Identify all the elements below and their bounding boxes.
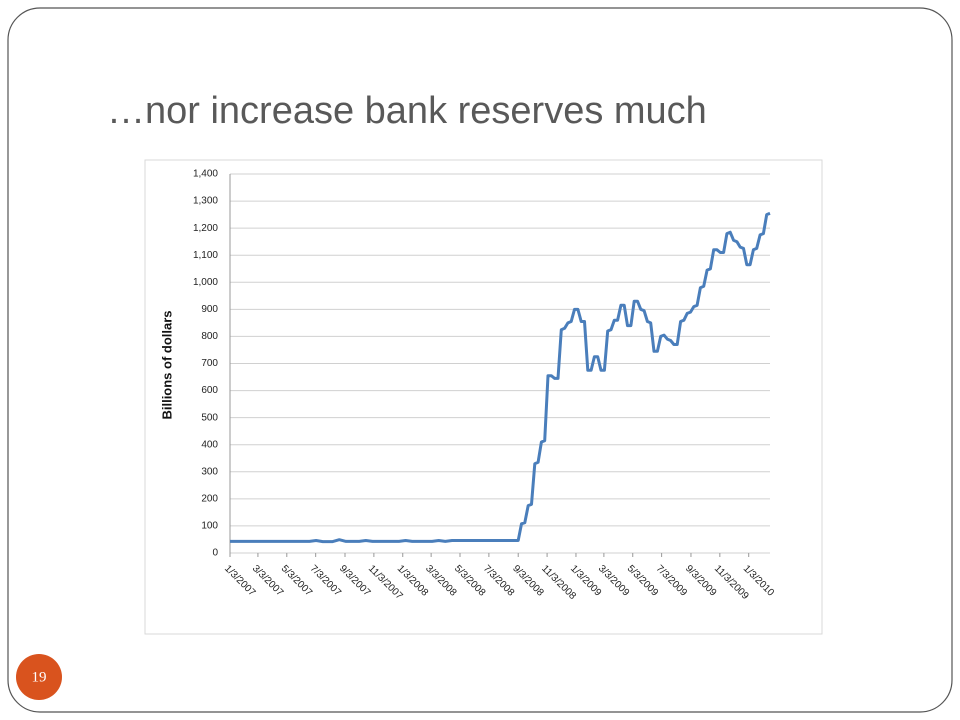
- y-tick-label: 1,400: [193, 169, 218, 180]
- y-tick-label: 800: [201, 331, 218, 342]
- y-tick-label: 200: [201, 493, 218, 504]
- y-tick-label: 0: [212, 548, 218, 559]
- data-line: [230, 211, 771, 544]
- y-tick-label: 1,300: [193, 196, 218, 207]
- slide-title: …nor increase bank reserves much: [107, 90, 707, 132]
- slide-number-badge: [16, 654, 62, 700]
- y-tick-label: 400: [201, 439, 218, 450]
- y-tick-label: 100: [201, 521, 218, 532]
- y-tick-label: 500: [201, 412, 218, 423]
- slide-number: 19: [32, 669, 47, 685]
- y-tick-label: 1,000: [193, 277, 218, 288]
- y-tick-label: 1,200: [193, 223, 218, 234]
- y-tick-label: 1,100: [193, 250, 218, 261]
- y-tick-label: 900: [201, 304, 218, 315]
- y-tick-label: 600: [201, 385, 218, 396]
- y-tick-label: 700: [201, 358, 218, 369]
- y-axis-label: Billions of dollars: [159, 310, 174, 419]
- y-tick-label: 300: [201, 466, 218, 477]
